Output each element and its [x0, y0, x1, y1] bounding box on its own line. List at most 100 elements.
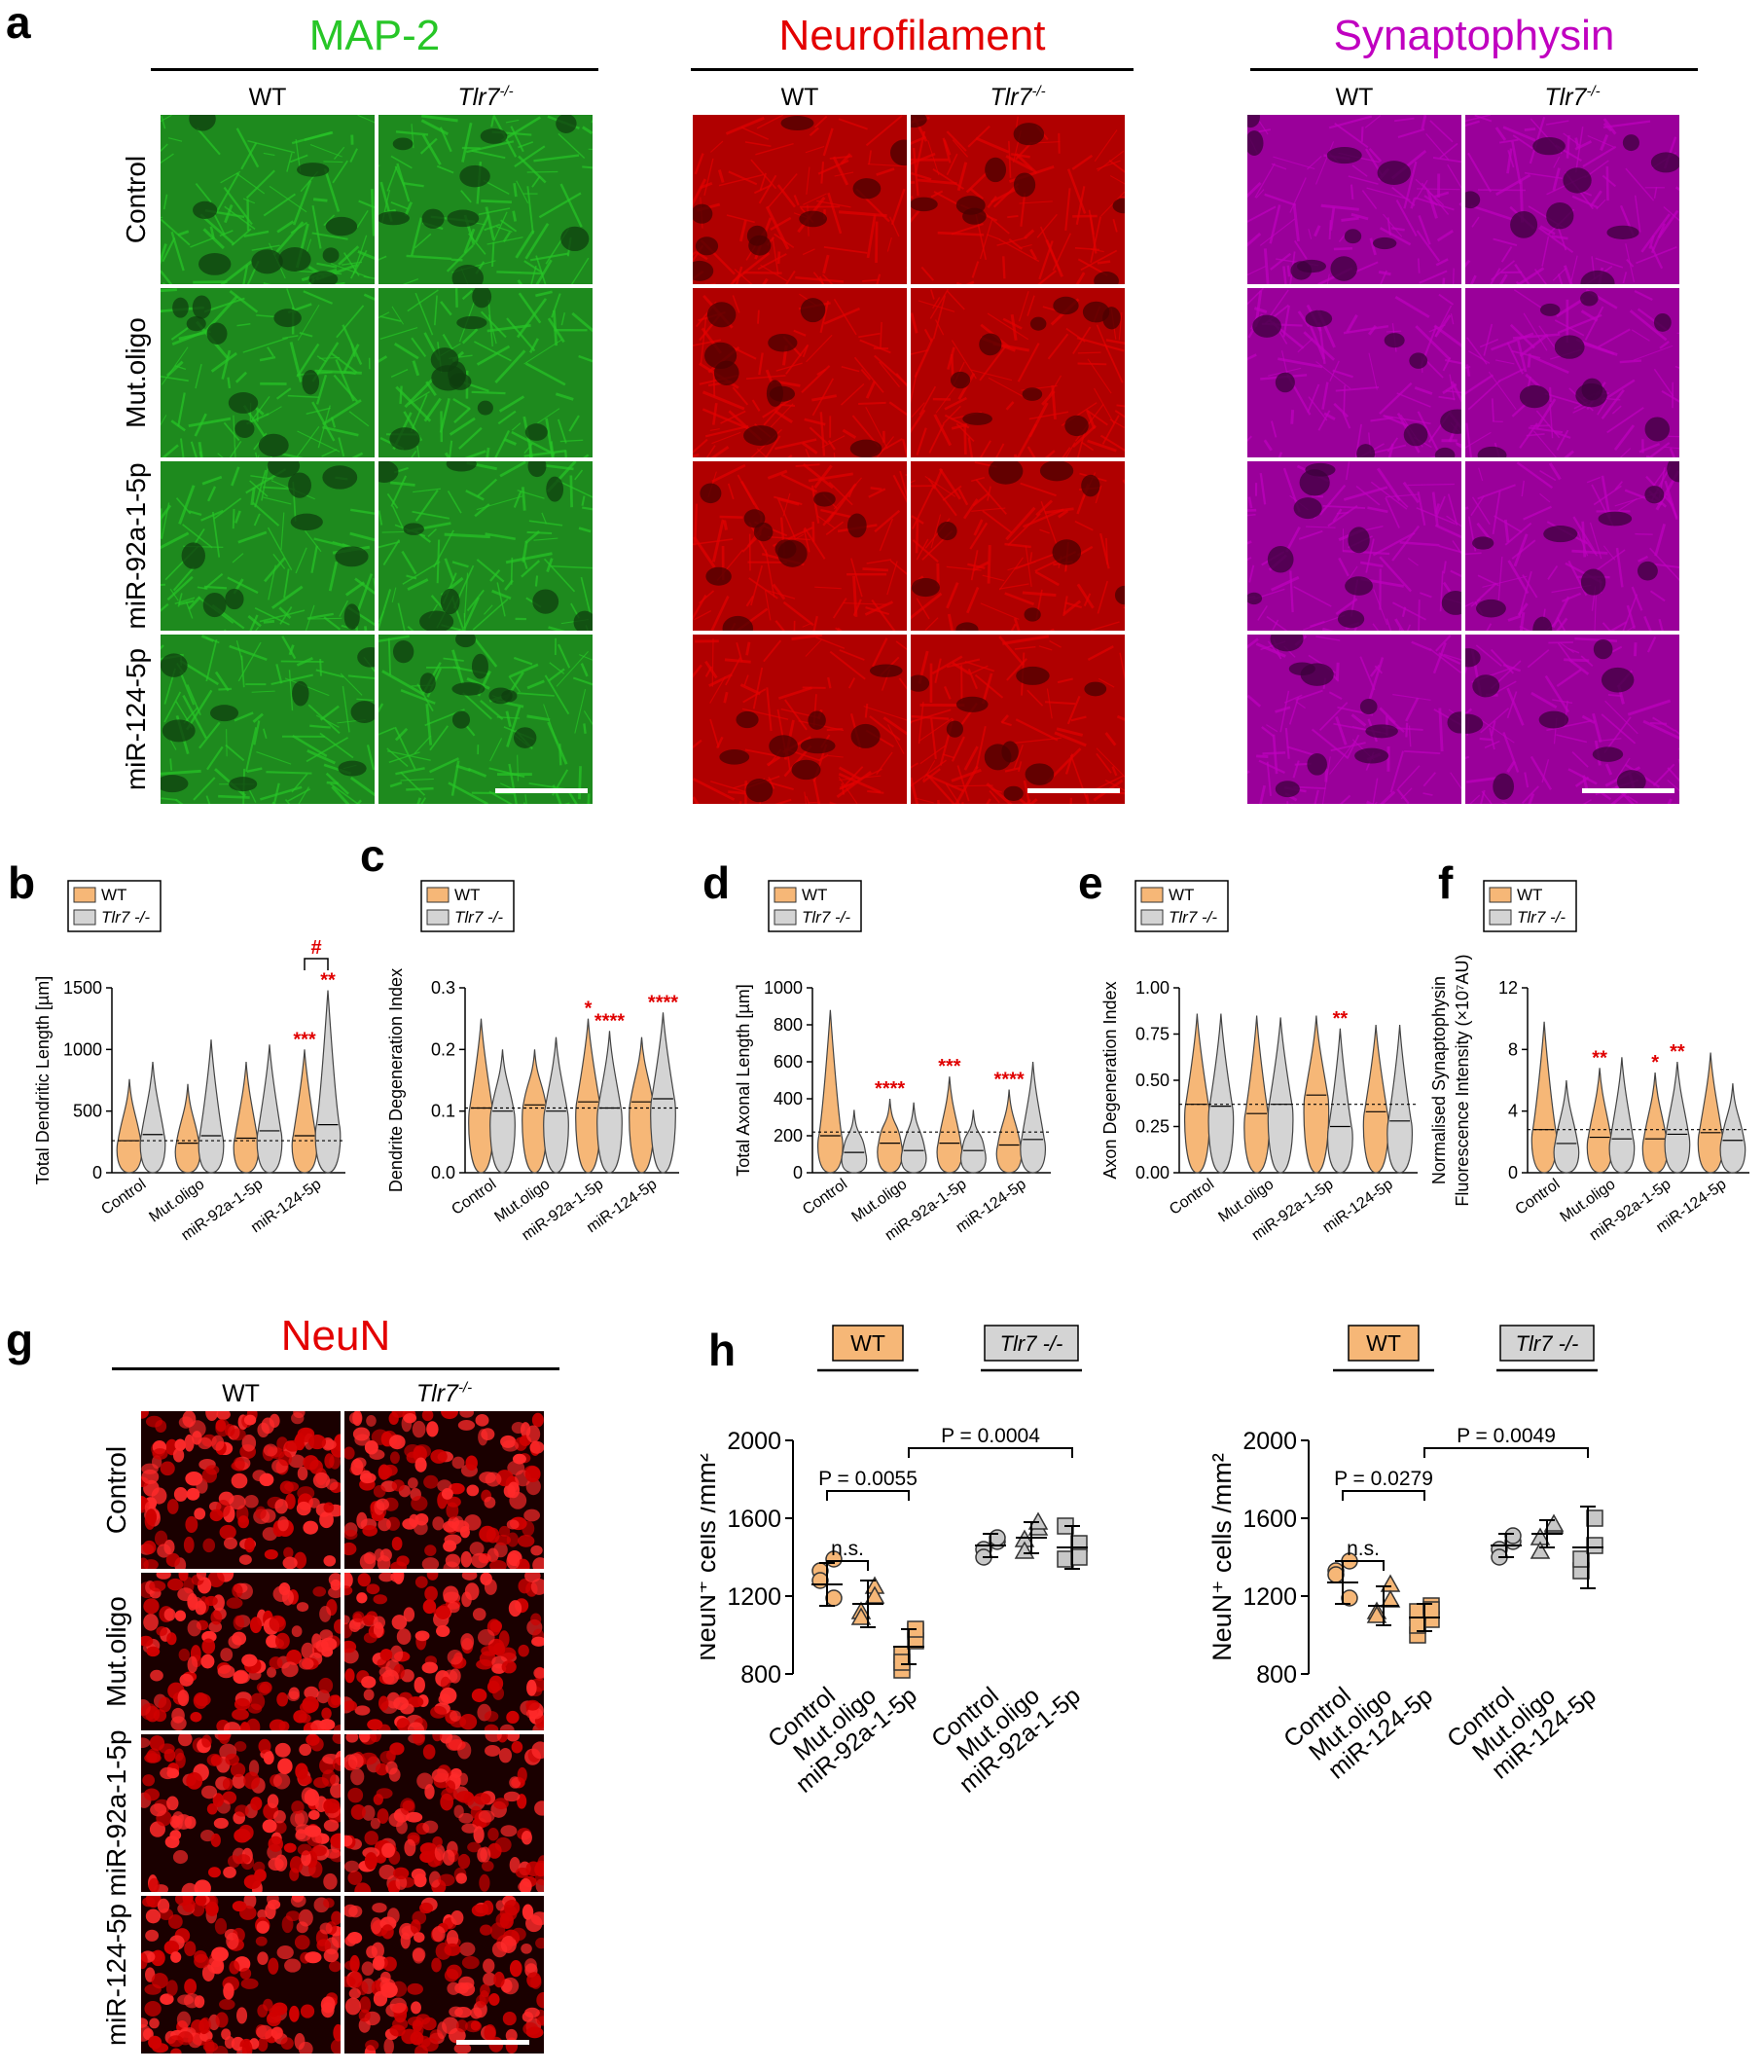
soma [1373, 237, 1396, 249]
fiber [387, 751, 430, 761]
fiber [983, 575, 1004, 580]
fiber [161, 154, 173, 181]
fiber [726, 118, 764, 133]
fiber [459, 428, 482, 449]
nucleus [347, 1871, 362, 1885]
fiber [161, 290, 177, 293]
fiber [313, 205, 321, 248]
fiber [477, 480, 496, 497]
fiber [1531, 356, 1569, 373]
nucleus [402, 1415, 413, 1432]
nucleus [147, 1647, 161, 1656]
fiber [403, 562, 440, 584]
nucleus [464, 1514, 481, 1530]
nucleus [407, 1983, 423, 1995]
nucleus [360, 1472, 377, 1483]
fiber [589, 793, 590, 804]
fiber [911, 410, 924, 437]
fiber [195, 528, 204, 544]
soma [357, 647, 375, 668]
fiber [783, 493, 790, 516]
fiber [206, 639, 216, 681]
data-point [1328, 1567, 1344, 1582]
fiber [893, 475, 907, 507]
fiber [357, 210, 368, 227]
fiber [795, 195, 799, 204]
fiber [401, 772, 425, 795]
fiber [243, 338, 288, 352]
nucleus [378, 1466, 392, 1479]
fiber [1386, 619, 1391, 631]
genotype-label: Tlr7-/- [1465, 84, 1679, 112]
fiber [569, 416, 579, 431]
soma [259, 434, 289, 456]
fiber [1247, 638, 1258, 660]
soma [847, 514, 867, 538]
fiber [1650, 591, 1665, 600]
fiber [821, 412, 824, 455]
violin-shape [544, 1037, 569, 1173]
fiber [500, 396, 524, 411]
fiber [1635, 291, 1652, 300]
fiber [379, 316, 401, 321]
fiber [911, 721, 912, 758]
soma [707, 302, 736, 327]
fiber [571, 476, 572, 508]
fiber [1397, 789, 1409, 804]
fiber [230, 646, 268, 660]
nucleus [471, 1553, 488, 1568]
fiber [577, 454, 589, 457]
x-tick-label: Control [1167, 1176, 1217, 1218]
wt-box-label: WT [850, 1330, 885, 1356]
micrograph-tile-texture [378, 115, 593, 284]
nucleus [199, 2017, 211, 2033]
nucleus [143, 1614, 159, 1631]
fiber [224, 630, 249, 631]
soma [801, 298, 826, 322]
fiber [556, 394, 573, 400]
nucleus [239, 1554, 252, 1564]
nucleus [150, 1670, 163, 1682]
nucleus [295, 1935, 310, 1949]
soma [291, 514, 323, 530]
fiber [1605, 449, 1631, 457]
fiber [392, 588, 396, 602]
nucleus [289, 1868, 299, 1881]
fiber [522, 487, 524, 510]
nucleus [522, 1905, 533, 1920]
fiber [916, 798, 934, 803]
soma [459, 165, 489, 188]
nucleus [229, 1961, 239, 1975]
fiber [378, 728, 395, 742]
scale-bar [456, 2040, 529, 2045]
fiber [796, 464, 820, 466]
soma [1081, 475, 1099, 497]
micrograph-tile [1247, 115, 1461, 284]
fiber [917, 521, 918, 553]
fiber [1439, 295, 1454, 305]
nucleus [172, 1816, 183, 1830]
genotype-label: WT [141, 1380, 341, 1408]
nucleus [234, 1457, 245, 1471]
soma [962, 413, 992, 425]
fiber [582, 166, 593, 170]
fiber [1571, 551, 1607, 553]
fiber [435, 296, 437, 326]
fiber [451, 260, 463, 261]
nucleus [432, 1516, 444, 1530]
fiber [975, 441, 990, 457]
fiber [1457, 444, 1461, 456]
nucleus [287, 1690, 300, 1701]
soma [420, 672, 436, 693]
fiber [953, 737, 964, 761]
fiber [877, 169, 894, 175]
fiber [948, 291, 965, 309]
fiber [1667, 493, 1676, 518]
micrograph-tile-texture [911, 461, 1125, 631]
data-point [1587, 1538, 1602, 1553]
fiber [506, 120, 519, 123]
soma [979, 333, 1001, 355]
soma [1354, 748, 1388, 764]
fiber [1632, 330, 1649, 341]
fiber [1065, 188, 1069, 231]
